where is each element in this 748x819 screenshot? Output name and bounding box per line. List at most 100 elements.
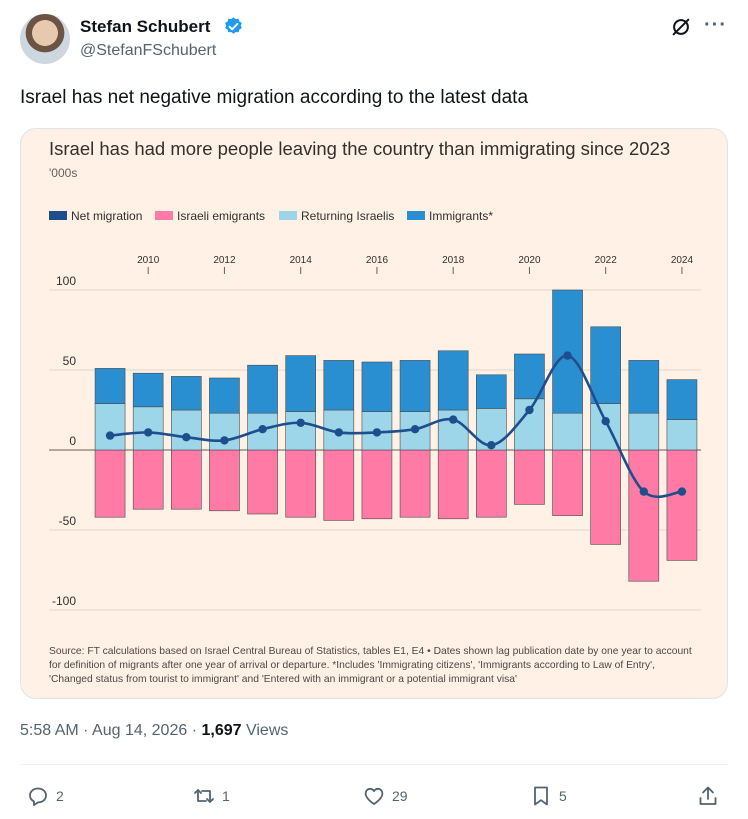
share-icon xyxy=(699,786,717,805)
x-tick-label: 2014 xyxy=(290,255,313,266)
bar-immigrants xyxy=(94,368,126,404)
divider xyxy=(20,764,728,765)
bookmark-button[interactable]: 5 xyxy=(529,782,567,810)
verified-badge-icon xyxy=(225,17,242,34)
chart-subtitle: '000s xyxy=(49,166,77,180)
bar-immigrants xyxy=(628,360,660,414)
bar-returning xyxy=(628,412,660,451)
more-icon[interactable]: ··· xyxy=(704,14,727,36)
bar-returning xyxy=(285,411,316,451)
bar-emigrants xyxy=(323,449,355,521)
bar-immigrants xyxy=(361,361,393,412)
net-migration-point xyxy=(525,405,534,415)
like-button[interactable]: 29 xyxy=(362,782,408,810)
tweet-date[interactable]: Aug 14, 2026 xyxy=(92,722,188,739)
net-migration-point xyxy=(334,428,344,437)
x-tick-label: 2018 xyxy=(442,255,465,266)
bar-emigrants xyxy=(361,449,393,520)
repost-count: 1 xyxy=(222,788,230,804)
bar-emigrants xyxy=(590,449,621,545)
legend-label-0: Net migration xyxy=(71,209,142,223)
views-count: 1,697 xyxy=(201,722,242,739)
net-migration-point xyxy=(448,415,458,424)
bar-emigrants xyxy=(285,449,316,518)
x-tick-label: 2010 xyxy=(137,255,160,266)
bar-immigrants xyxy=(590,326,621,404)
legend-swatch-0 xyxy=(49,211,67,220)
bar-emigrants xyxy=(628,449,660,582)
reply-button[interactable]: 2 xyxy=(26,782,64,810)
x-tick-label: 2016 xyxy=(366,255,389,266)
bar-immigrants xyxy=(666,379,698,420)
chart-title: Israel has had more people leaving the c… xyxy=(49,138,670,159)
y-tick-label: -50 xyxy=(59,514,77,528)
net-migration-point xyxy=(639,487,649,496)
bookmark-icon xyxy=(534,786,548,806)
share-button[interactable] xyxy=(696,782,726,810)
net-migration-point xyxy=(182,433,191,442)
bar-emigrants xyxy=(399,449,431,518)
y-tick-label: 0 xyxy=(69,434,76,448)
tweet-time[interactable]: 5:58 AM xyxy=(20,722,79,739)
bar-immigrants xyxy=(285,355,316,412)
bar-returning xyxy=(666,419,698,451)
x-tick-label: 2020 xyxy=(518,255,541,266)
timestamp-row: 5:58 AM · Aug 14, 2026 · 1,697 Views xyxy=(20,722,288,740)
views-label: Views xyxy=(245,722,289,739)
bar-emigrants xyxy=(171,449,202,510)
bookmark-count: 5 xyxy=(559,788,567,804)
bar-emigrants xyxy=(209,449,240,512)
legend-swatch-2 xyxy=(279,211,297,220)
y-tick-label: 100 xyxy=(56,274,76,288)
net-migration-point xyxy=(677,487,687,496)
source-note: Source: FT calculations based on Israel … xyxy=(49,646,692,685)
bar-emigrants xyxy=(247,449,278,515)
bar-emigrants xyxy=(552,449,583,516)
repost-button[interactable]: 1 xyxy=(192,782,230,810)
x-tick-label: 2022 xyxy=(595,255,618,266)
bar-returning xyxy=(94,403,126,451)
like-count: 29 xyxy=(392,788,408,804)
bar-returning xyxy=(171,409,202,451)
bar-returning xyxy=(552,412,583,451)
separator-dot: · xyxy=(191,722,202,739)
grok-icon[interactable] xyxy=(670,16,692,38)
net-migration-point xyxy=(296,418,305,427)
x-tick-label: 2012 xyxy=(213,255,236,266)
chart-image[interactable]: Israel has had more people leaving the c… xyxy=(20,128,728,699)
tweet-text: Israel has net negative migration accord… xyxy=(20,87,529,108)
bar-emigrants xyxy=(437,449,469,520)
bar-immigrants xyxy=(247,364,278,414)
like-icon xyxy=(364,787,384,805)
bar-emigrants xyxy=(94,449,126,518)
bar-immigrants xyxy=(171,376,202,411)
reply-count: 2 xyxy=(56,788,64,804)
net-migration-point xyxy=(563,351,572,360)
y-tick-label: 50 xyxy=(63,354,77,368)
repost-icon xyxy=(194,789,214,803)
bar-immigrants xyxy=(323,360,355,411)
net-migration-line xyxy=(109,354,683,499)
migration-chart: Israel has had more people leaving the c… xyxy=(49,138,701,685)
bar-emigrants xyxy=(476,449,507,518)
bar-immigrants xyxy=(476,374,507,409)
bar-emigrants xyxy=(666,449,698,561)
bar-emigrants xyxy=(132,449,164,510)
legend-swatch-3 xyxy=(407,211,425,220)
author-name[interactable]: Stefan Schubert xyxy=(80,17,211,36)
legend-swatch-1 xyxy=(155,211,173,220)
bar-emigrants xyxy=(514,449,545,505)
net-migration-point xyxy=(258,425,267,434)
avatar[interactable] xyxy=(20,14,70,64)
bar-immigrants xyxy=(132,372,164,408)
net-migration-point xyxy=(487,441,496,450)
y-tick-label: -100 xyxy=(52,594,76,608)
net-migration-point xyxy=(143,428,153,437)
legend-label-3: Immigrants* xyxy=(429,209,493,223)
net-migration-point xyxy=(601,417,610,426)
bar-immigrants xyxy=(209,377,240,414)
legend-label-1: Israeli emigrants xyxy=(177,209,265,223)
author-handle[interactable]: @StefanFSchubert xyxy=(80,42,217,59)
net-migration-point xyxy=(410,425,420,434)
x-tick-label: 2024 xyxy=(671,255,694,266)
